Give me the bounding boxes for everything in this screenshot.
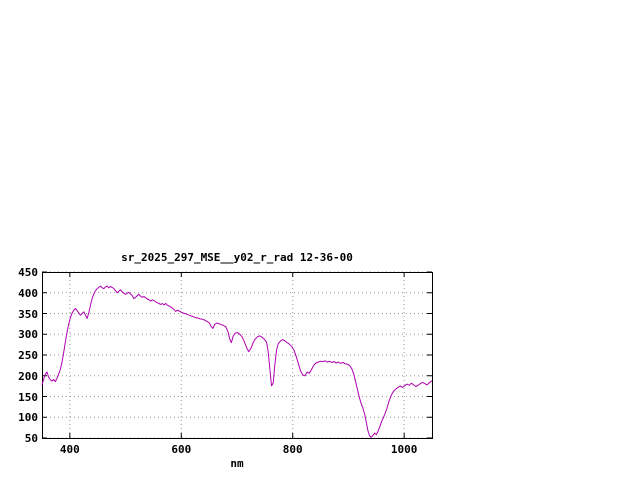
x-tick-label: 600: [171, 443, 192, 456]
y-tick-label: 300: [18, 328, 38, 342]
y-tick-label: 450: [18, 266, 38, 279]
y-tick-label: 200: [18, 369, 38, 383]
y-tick-label: 350: [18, 307, 38, 321]
y-tick-label: 100: [18, 411, 38, 425]
x-tick-label: 400: [59, 443, 80, 456]
y-tick-label: 250: [18, 349, 38, 362]
spectrum-line: [41, 285, 433, 438]
x-axis-label: nm: [230, 457, 244, 470]
x-tick-label: 1000: [390, 443, 418, 456]
plot-border: [42, 272, 433, 439]
chart-title: sr_2025_297_MSE__y02_r_rad 12-36-00: [121, 251, 353, 264]
y-tick-label: 150: [18, 390, 38, 404]
y-tick-label: 50: [24, 432, 38, 445]
y-tick-label: 400: [18, 286, 38, 300]
x-tick-label: 800: [282, 443, 303, 456]
